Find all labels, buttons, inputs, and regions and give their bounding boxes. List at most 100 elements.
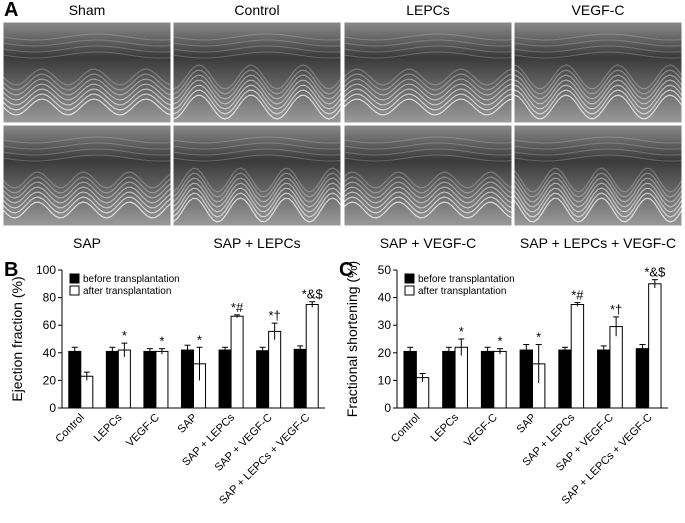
bar — [597, 349, 611, 409]
bar — [442, 350, 456, 409]
echo-texture — [172, 197, 342, 223]
echo-texture — [172, 45, 342, 53]
significance-mark: * — [497, 334, 502, 349]
echo-texture — [343, 191, 513, 209]
y-tick-label: 20 — [378, 346, 392, 360]
panel-label: C — [339, 259, 353, 281]
echo-texture — [172, 167, 342, 193]
echo-texture — [172, 64, 342, 90]
bar — [609, 326, 623, 409]
echo-texture — [172, 39, 342, 47]
bar — [570, 304, 585, 409]
echo-texture — [172, 154, 342, 162]
y-tick-label: 40 — [43, 346, 57, 360]
echo-texture — [513, 167, 683, 193]
echo-texture — [172, 79, 342, 105]
echo-texture — [172, 74, 342, 100]
bar — [105, 350, 119, 409]
echo-texture — [343, 142, 513, 150]
echo-texture — [2, 176, 172, 194]
echo-texture — [172, 192, 342, 218]
significance-mark: *# — [571, 288, 584, 303]
y-tick-label: 10 — [378, 373, 392, 387]
y-tick-label: 20 — [43, 373, 57, 387]
echo-image — [172, 21, 342, 124]
echo-texture — [2, 88, 172, 106]
echo-texture — [343, 154, 513, 162]
x-tick-label: LEPCs — [92, 411, 125, 444]
echo-texture — [343, 83, 513, 101]
echo-texture — [2, 154, 172, 162]
echo-texture — [343, 186, 513, 204]
x-tick-label: Control — [53, 412, 87, 446]
echo-texture — [2, 45, 172, 53]
echo-texture — [343, 136, 513, 144]
legend-label: after transplantation — [83, 286, 171, 297]
echo-texture — [513, 172, 683, 198]
echo-texture — [343, 45, 513, 53]
echo-texture — [343, 39, 513, 47]
legend-label: before transplantation — [83, 274, 180, 285]
echo-texture — [343, 51, 513, 59]
legend-label: after transplantation — [418, 286, 506, 297]
image-label: Sham — [69, 2, 106, 18]
echo-texture — [172, 172, 342, 198]
echo-texture — [343, 171, 513, 189]
echo-texture — [172, 84, 342, 110]
bar — [117, 349, 131, 409]
bar — [519, 349, 534, 409]
significance-mark: *† — [269, 308, 281, 323]
echo-texture — [172, 94, 342, 120]
x-tick-label: VEGF-C — [124, 412, 162, 450]
panel-label: A — [4, 0, 18, 21]
echo-texture — [513, 136, 683, 144]
echo-texture — [343, 88, 513, 106]
y-tick-label: 0 — [384, 401, 391, 415]
echo-texture — [172, 177, 342, 203]
significance-mark: *&$ — [644, 265, 666, 280]
echo-texture — [343, 68, 513, 86]
bar — [268, 330, 282, 409]
echo-texture — [2, 196, 172, 214]
echo-image — [343, 21, 513, 124]
echo-texture — [513, 69, 683, 95]
bar — [648, 283, 662, 409]
bar — [80, 375, 94, 409]
x-tick-label: LEPCs — [428, 411, 461, 444]
echo-texture — [343, 73, 513, 91]
echo-texture — [172, 187, 342, 213]
bar — [403, 350, 417, 409]
echo-texture — [513, 192, 683, 218]
echo-image — [2, 124, 172, 227]
x-tick-label: Control — [389, 412, 423, 446]
echo-texture — [2, 78, 172, 96]
echo-texture — [513, 84, 683, 110]
bar — [256, 350, 270, 409]
bar — [558, 349, 572, 409]
panel-label: B — [4, 259, 18, 281]
echo-texture — [513, 177, 683, 203]
echo-image — [513, 124, 683, 227]
echo-texture — [343, 176, 513, 194]
echo-texture — [172, 33, 342, 41]
image-label: SAP — [73, 235, 101, 251]
echo-texture — [513, 154, 683, 162]
bar — [68, 350, 82, 409]
echo-texture — [343, 201, 513, 219]
echo-texture — [2, 171, 172, 189]
bar — [293, 348, 307, 409]
bar — [480, 350, 495, 409]
echo-texture — [513, 142, 683, 150]
echo-texture — [513, 51, 683, 59]
echo-texture — [172, 136, 342, 144]
echo-texture — [2, 148, 172, 156]
echo-image — [343, 124, 513, 227]
image-label: SAP + LEPCs + VEGF-C — [520, 235, 676, 251]
echo-texture — [343, 78, 513, 96]
echo-texture — [513, 79, 683, 105]
significance-mark: *# — [231, 300, 244, 315]
echo-texture — [2, 142, 172, 150]
echo-texture — [343, 148, 513, 156]
y-tick-label: 40 — [378, 291, 392, 305]
